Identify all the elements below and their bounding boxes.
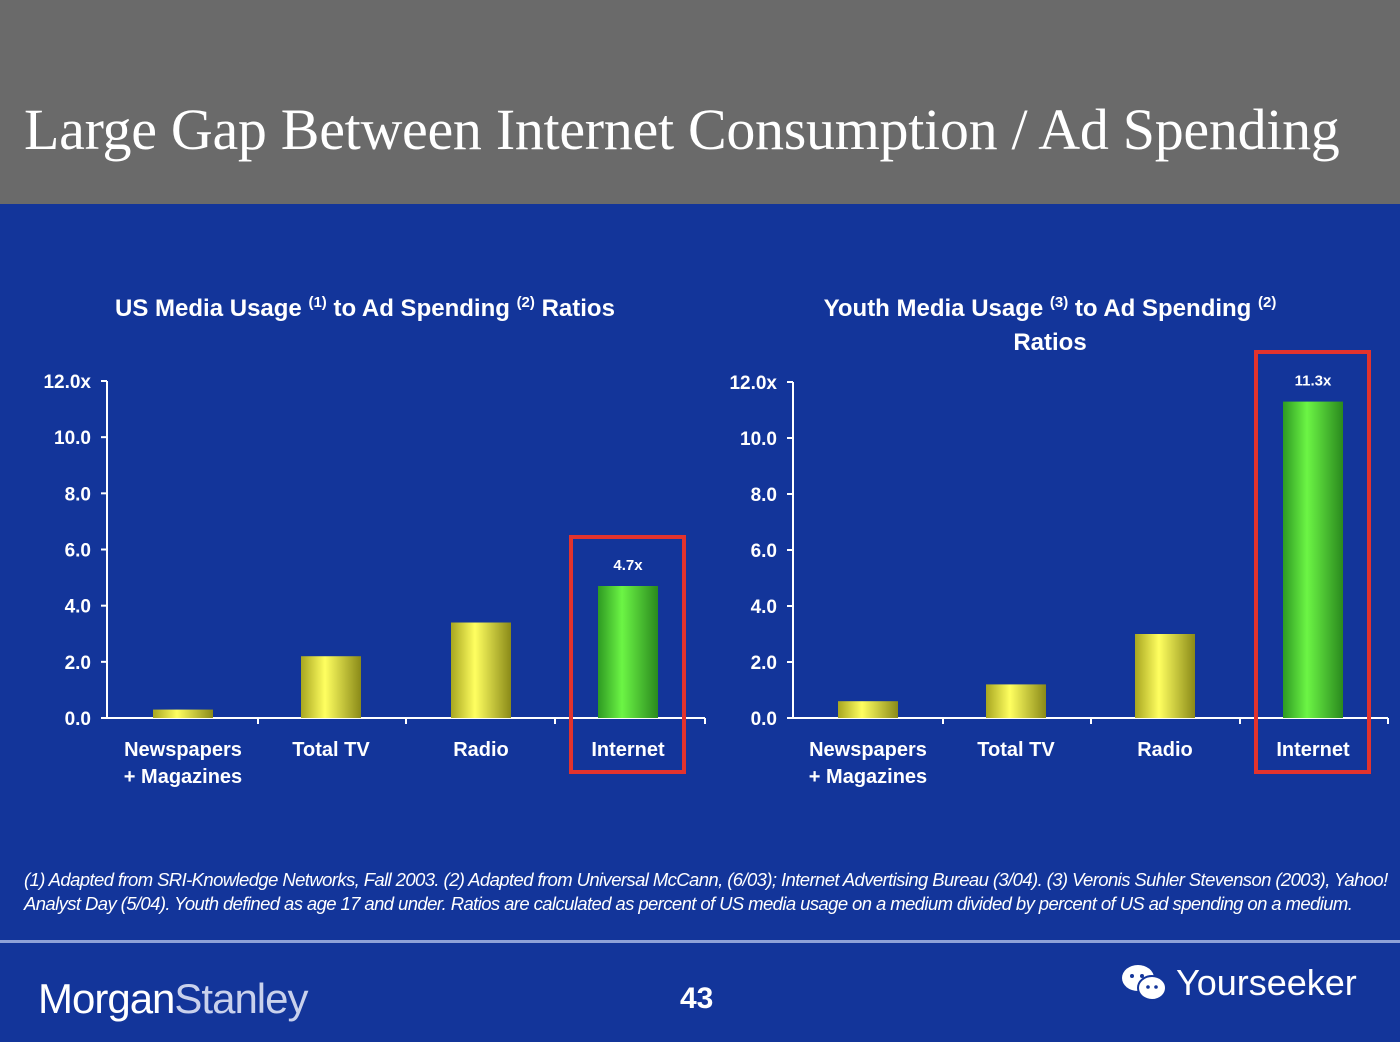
bar-newspapers-magazines (838, 701, 898, 718)
y-tick-label: 2.0 (751, 653, 777, 674)
y-tick-label: 4.0 (751, 597, 777, 618)
y-tick-label: 6.0 (751, 541, 777, 562)
title-bar (0, 0, 1400, 204)
morgan-stanley-logo: MorganStanley (38, 975, 309, 1022)
bar-newspapers-magazines (153, 709, 213, 718)
y-tick-label: 0.0 (751, 709, 777, 730)
y-tick-label: 12.0x (43, 372, 91, 393)
category-label: Total TV (977, 739, 1055, 761)
y-tick-label: 8.0 (65, 484, 91, 505)
bar-radio (1135, 634, 1195, 718)
y-tick-label: 4.0 (65, 597, 91, 618)
watermark: Yourseeker (1120, 962, 1357, 1004)
category-label: Radio (1137, 739, 1193, 761)
y-tick-label: 10.0 (54, 428, 91, 449)
category-label: Internet (1276, 739, 1350, 761)
y-tick-label: 6.0 (65, 541, 91, 562)
bar-internet (598, 586, 658, 718)
category-label: Newspapers (124, 739, 242, 761)
chart-title-left: US Media Usage (1) to Ad Spending (2) Ra… (115, 294, 615, 322)
data-label: 11.3x (1295, 373, 1332, 390)
slide-title: Large Gap Between Internet Consumption /… (24, 97, 1340, 162)
bar-total-tv (986, 684, 1046, 718)
y-tick-label: 0.0 (65, 709, 91, 730)
category-label: Total TV (292, 739, 370, 761)
y-tick-label: 8.0 (751, 485, 777, 506)
page-number: 43 (680, 982, 714, 1015)
bar-radio (451, 622, 511, 718)
bar-total-tv (301, 656, 361, 718)
category-label: Radio (453, 739, 509, 761)
category-label: + Magazines (124, 766, 242, 788)
bar-internet (1283, 401, 1343, 718)
highlight-box (1254, 350, 1371, 774)
category-label: Internet (591, 739, 665, 761)
divider (0, 940, 1400, 943)
y-tick-label: 12.0x (729, 373, 777, 394)
y-tick-label: 10.0 (740, 429, 777, 450)
y-tick-label: 2.0 (65, 653, 91, 674)
footnote: (1) Adapted from SRI-Knowledge Networks,… (24, 869, 1388, 914)
data-label: 4.7x (613, 557, 643, 574)
highlight-box (569, 535, 686, 774)
category-label: + Magazines (809, 766, 927, 788)
category-label: Newspapers (809, 739, 927, 761)
wechat-icon (1122, 965, 1167, 1001)
chart-title-right: Youth Media Usage (3) to Ad Spending (2)… (823, 294, 1277, 356)
